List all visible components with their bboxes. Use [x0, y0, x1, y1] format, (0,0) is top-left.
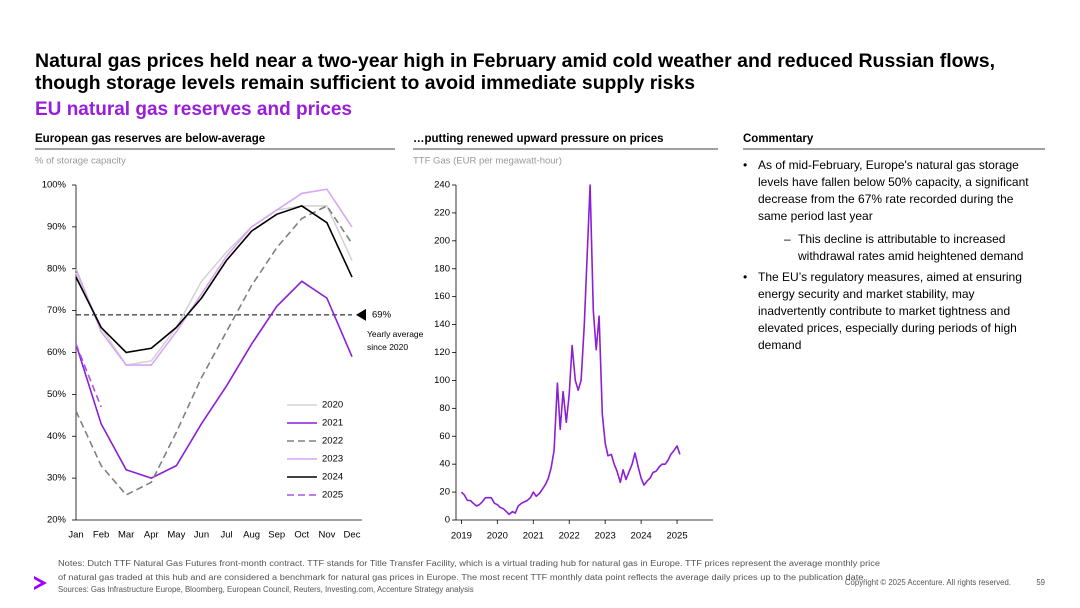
axis-unit: % of storage capacity — [35, 156, 126, 167]
x-tick-label: Feb — [93, 530, 109, 541]
sources: Sources: Gas Infrastructure Europe, Bloo… — [58, 585, 474, 594]
y-tick-label: 50% — [47, 389, 67, 400]
y-tick-label: 0 — [445, 515, 450, 526]
x-tick-label: Jan — [68, 530, 83, 541]
y-tick-label: 40% — [47, 431, 67, 442]
bullet: As of mid-February, Europe's natural gas… — [743, 157, 1043, 225]
x-tick-label: Sep — [268, 530, 285, 541]
legend-label: 2021 — [322, 418, 343, 429]
y-tick-label: 60% — [47, 347, 67, 358]
x-tick-label: 2022 — [559, 531, 580, 542]
bullet-list: As of mid-February, Europe's natural gas… — [743, 157, 1043, 354]
x-tick-label: Jul — [220, 530, 232, 541]
y-tick-label: 20% — [47, 515, 67, 526]
y-tick-label: 70% — [47, 305, 67, 316]
x-tick-label: 2021 — [523, 531, 544, 542]
y-tick-label: 90% — [47, 221, 67, 232]
sub-bullet: This decline is attributable to increase… — [743, 231, 1043, 265]
x-tick-label: 2023 — [595, 531, 616, 542]
y-tick-label: 80% — [47, 263, 67, 274]
section-title: Commentary — [743, 133, 814, 145]
x-tick-label: Mar — [118, 530, 134, 541]
y-tick-label: 20 — [439, 487, 450, 498]
series-line — [75, 343, 102, 408]
y-tick-label: 60 — [439, 431, 450, 442]
headline: though storage levels remain sufficient … — [35, 73, 695, 94]
reference-label: 69% — [372, 309, 392, 320]
bullet: The EU’s regulatory measures, aimed at e… — [743, 269, 1043, 354]
series-line — [75, 280, 353, 479]
reference-marker — [356, 308, 366, 321]
series-line — [75, 205, 353, 366]
footnote: Notes: Dutch TTF Natural Gas Futures fro… — [58, 559, 880, 568]
legend-label: 2022 — [322, 436, 343, 447]
page-number: 59 — [1036, 578, 1045, 587]
x-tick-label: Oct — [294, 530, 309, 541]
y-tick-label: 220 — [434, 207, 450, 218]
series-line — [75, 188, 353, 366]
series-line — [75, 204, 353, 496]
y-tick-label: 120 — [434, 347, 450, 358]
x-tick-label: 2020 — [487, 531, 508, 542]
legend-label: 2024 — [322, 472, 343, 483]
x-tick-label: Dec — [344, 530, 361, 541]
axis-unit: TTF Gas (EUR per megawatt-hour) — [413, 156, 562, 167]
y-tick-label: 30% — [47, 473, 67, 484]
section-title: European gas reserves are below-average — [35, 133, 265, 145]
y-tick-label: 160 — [434, 291, 450, 302]
y-tick-label: 40 — [439, 459, 450, 470]
legend-label: 2023 — [322, 454, 343, 465]
y-tick-label: 100 — [434, 375, 450, 386]
copyright: Copyright © 2025 Accenture. All rights r… — [845, 578, 1011, 587]
x-tick-label: Aug — [243, 530, 260, 541]
legend-label: 2020 — [322, 400, 343, 411]
x-tick-label: 2024 — [631, 531, 652, 542]
section-title: …putting renewed upward pressure on pric… — [413, 133, 664, 145]
logo — [34, 576, 47, 590]
commentary: As of mid-February, Europe's natural gas… — [743, 157, 1043, 360]
y-tick-label: 140 — [434, 319, 450, 330]
y-tick-label: 180 — [434, 263, 450, 274]
x-tick-label: 2025 — [666, 531, 687, 542]
footnote: of natural gas traded at this hub and ar… — [58, 573, 866, 582]
headline: Natural gas prices held near a two-year … — [35, 51, 995, 72]
x-tick-label: Jun — [194, 530, 209, 541]
subtitle: EU natural gas reserves and prices — [35, 99, 352, 120]
y-tick-label: 80 — [439, 403, 450, 414]
y-tick-label: 100% — [42, 180, 67, 191]
x-tick-label: Apr — [144, 530, 159, 541]
x-tick-label: May — [167, 530, 185, 541]
x-tick-label: Nov — [318, 530, 335, 541]
y-tick-label: 200 — [434, 235, 450, 246]
y-tick-label: 240 — [434, 180, 450, 191]
legend-label: 2025 — [322, 490, 343, 501]
series-line — [75, 205, 353, 354]
reference-note: Yearly average since 2020 — [367, 329, 424, 352]
series-line — [460, 184, 681, 516]
x-tick-label: 2019 — [451, 531, 472, 542]
